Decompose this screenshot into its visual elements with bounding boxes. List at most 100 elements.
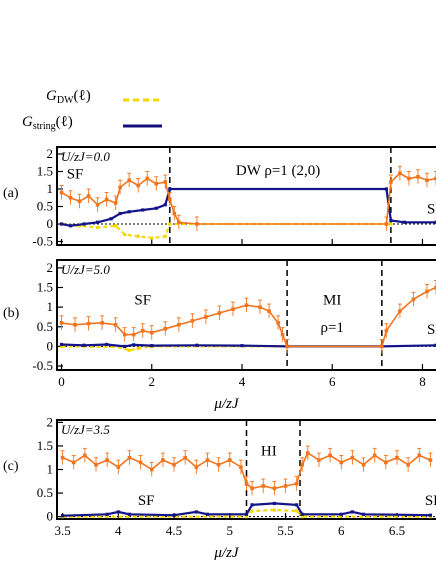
y-tick-label: 1 xyxy=(47,299,54,314)
x-tick-label: 3.5 xyxy=(54,523,70,538)
data-point xyxy=(177,220,181,225)
legend: GDW(ℓ) Gstring(ℓ) xyxy=(22,88,162,132)
data-point xyxy=(411,297,416,302)
data-point xyxy=(150,344,154,348)
data-point xyxy=(190,319,195,323)
data-point xyxy=(250,509,254,513)
data-point xyxy=(183,455,187,460)
data-point xyxy=(350,455,355,460)
data-point xyxy=(425,178,429,183)
y-tick-label: 1 xyxy=(47,462,54,477)
data-point xyxy=(82,222,86,226)
data-point xyxy=(172,462,176,467)
data-point xyxy=(258,305,262,309)
data-point xyxy=(231,307,235,311)
data-point xyxy=(104,197,109,202)
data-point xyxy=(407,176,411,181)
data-point xyxy=(105,342,109,347)
series-orange xyxy=(62,451,431,490)
data-point xyxy=(140,328,145,333)
data-point xyxy=(295,509,299,513)
panel-label: (b) xyxy=(3,306,20,321)
data-point xyxy=(339,512,343,516)
data-point xyxy=(136,183,141,188)
data-point xyxy=(149,467,154,472)
data-point xyxy=(60,514,65,518)
data-point xyxy=(105,512,109,516)
data-point xyxy=(384,328,389,333)
data-point xyxy=(372,453,377,458)
y-tick-label: 2 xyxy=(47,414,54,429)
region-label: SF xyxy=(427,201,436,217)
data-point xyxy=(402,220,407,224)
x-tick-label: 0 xyxy=(58,374,65,389)
data-point xyxy=(136,346,140,350)
data-point xyxy=(300,462,305,467)
data-point xyxy=(389,218,393,223)
param-label: U/zJ=3.5 xyxy=(61,422,110,437)
region-label: ρ=1 xyxy=(320,320,343,336)
data-point xyxy=(136,234,140,238)
data-point xyxy=(163,180,168,184)
panel-b: -0.5 0 0.5 1 1.5 2 0 2 4 6 8 SF MI ρ=1 SF U/zJ=5.0 (b) μ/… xyxy=(3,259,436,412)
x-tick-label: 6 xyxy=(329,374,336,389)
data-point xyxy=(82,343,86,347)
data-point xyxy=(145,176,150,181)
data-point xyxy=(168,187,172,191)
data-point xyxy=(95,202,100,207)
panels: -0.5 0 0.5 1 1.5 2 SF DW ρ=1 (2,0) SF U/zJ=0.0 (a)… xyxy=(3,146,436,561)
data-point xyxy=(127,210,131,214)
data-point xyxy=(96,225,100,230)
panel-label: (a) xyxy=(3,186,19,201)
region-label: MI xyxy=(323,292,341,308)
data-point xyxy=(276,321,280,325)
y-tick-label: 1.5 xyxy=(37,280,53,295)
data-point xyxy=(109,217,113,221)
region-label: SF xyxy=(425,493,436,509)
data-point xyxy=(127,455,132,460)
x-axis-label: μ/zJ xyxy=(213,396,240,412)
data-point xyxy=(127,178,131,183)
region-label: HI xyxy=(261,444,277,460)
data-point xyxy=(361,512,366,516)
data-point xyxy=(389,180,393,184)
data-point xyxy=(163,203,167,207)
data-point xyxy=(283,484,288,488)
region-label: SF xyxy=(138,493,155,509)
data-point xyxy=(417,453,422,458)
data-point xyxy=(294,481,299,486)
y-tick-label: 0.5 xyxy=(37,485,53,500)
legend-dw-label: GDW(ℓ) xyxy=(46,88,91,106)
data-point xyxy=(68,224,73,228)
data-point xyxy=(105,458,109,462)
data-point xyxy=(244,481,249,486)
data-point xyxy=(261,484,266,488)
series-yellow xyxy=(61,345,288,352)
data-point xyxy=(59,344,64,349)
data-point xyxy=(300,512,304,516)
data-point xyxy=(434,285,436,290)
x-tick-label: 4 xyxy=(115,523,122,538)
data-point xyxy=(244,515,249,519)
data-point xyxy=(239,465,243,469)
data-point xyxy=(116,465,121,469)
data-point xyxy=(306,451,310,455)
data-point xyxy=(77,224,82,228)
data-point xyxy=(317,458,321,462)
data-point xyxy=(163,234,167,238)
data-point xyxy=(339,460,344,465)
data-point xyxy=(163,326,168,331)
y-tick-label: 1.5 xyxy=(37,438,53,453)
data-point xyxy=(161,458,165,462)
x-axis-label: μ/zJ xyxy=(213,545,240,561)
y-tick-label: 0.5 xyxy=(37,319,53,334)
panel-label: (c) xyxy=(3,459,19,474)
data-point xyxy=(416,174,420,179)
data-point xyxy=(195,343,199,347)
data-point xyxy=(244,512,249,516)
data-point xyxy=(127,348,131,352)
data-point xyxy=(350,510,354,514)
x-tick-label: 4.5 xyxy=(166,523,182,538)
series-blue xyxy=(62,502,431,517)
data-point xyxy=(59,222,64,226)
